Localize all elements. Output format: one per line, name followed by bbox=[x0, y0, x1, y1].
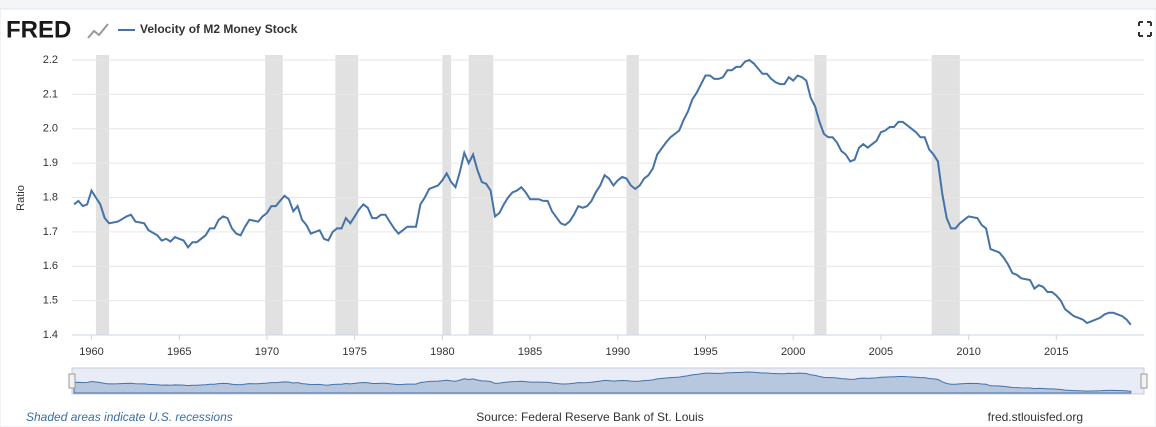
legend-label: Velocity of M2 Money Stock bbox=[140, 22, 298, 36]
y-axis-label: Ratio bbox=[15, 185, 27, 211]
x-tick-label: 1970 bbox=[255, 346, 279, 358]
x-tick-label: 1975 bbox=[342, 346, 366, 358]
logo-icon bbox=[87, 23, 109, 39]
x-tick-label: 2015 bbox=[1044, 346, 1068, 358]
top-bar bbox=[0, 0, 1156, 9]
navigator-handle[interactable] bbox=[1140, 373, 1148, 389]
x-tick-label: 1965 bbox=[167, 346, 191, 358]
logo: FRED bbox=[6, 16, 71, 43]
x-tick-label: 1985 bbox=[518, 346, 542, 358]
recession-band bbox=[335, 55, 359, 335]
site-link[interactable]: fred.stlouisfed.org bbox=[988, 410, 1083, 424]
y-tick-label: 1.7 bbox=[43, 226, 58, 238]
x-tick-label: 2010 bbox=[956, 346, 980, 358]
x-tick-label: 1960 bbox=[79, 346, 103, 358]
recession-band bbox=[626, 55, 639, 335]
y-tick-label: 1.6 bbox=[43, 260, 58, 272]
x-tick-label: 2005 bbox=[869, 346, 893, 358]
y-tick-label: 2.2 bbox=[43, 54, 58, 66]
panel bbox=[0, 8, 1156, 427]
recession-band bbox=[442, 55, 452, 335]
x-tick-label: 1995 bbox=[693, 346, 717, 358]
footnote: Shaded areas indicate U.S. recessions bbox=[26, 410, 233, 424]
navigator-area bbox=[73, 371, 1132, 394]
y-tick-label: 1.9 bbox=[43, 157, 58, 169]
x-tick-label: 1990 bbox=[606, 346, 630, 358]
y-tick-label: 2.0 bbox=[43, 123, 58, 135]
y-tick-label: 1.5 bbox=[43, 295, 58, 307]
recession-band bbox=[814, 55, 827, 335]
y-tick-label: 1.8 bbox=[43, 191, 58, 203]
source: Source: Federal Reserve Bank of St. Loui… bbox=[476, 410, 703, 424]
series-line bbox=[73, 58, 1132, 326]
x-tick-label: 2000 bbox=[781, 346, 805, 358]
recession-band bbox=[468, 55, 494, 335]
x-tick-label: 1980 bbox=[430, 346, 454, 358]
recession-band bbox=[931, 55, 960, 335]
fullscreen-button[interactable] bbox=[1138, 21, 1152, 37]
y-tick-label: 1.4 bbox=[43, 329, 58, 341]
navigator-handle[interactable] bbox=[68, 373, 76, 389]
navigator-series bbox=[73, 371, 1132, 394]
plot-area: 1.4 1.5 1.6 1.7 1.8 1.9 2.0 2.1 2.2 1960 1965 1970 1… bbox=[43, 54, 1144, 358]
recession-band bbox=[265, 55, 283, 335]
y-tick-label: 2.1 bbox=[43, 88, 58, 100]
recession-band bbox=[95, 55, 110, 335]
